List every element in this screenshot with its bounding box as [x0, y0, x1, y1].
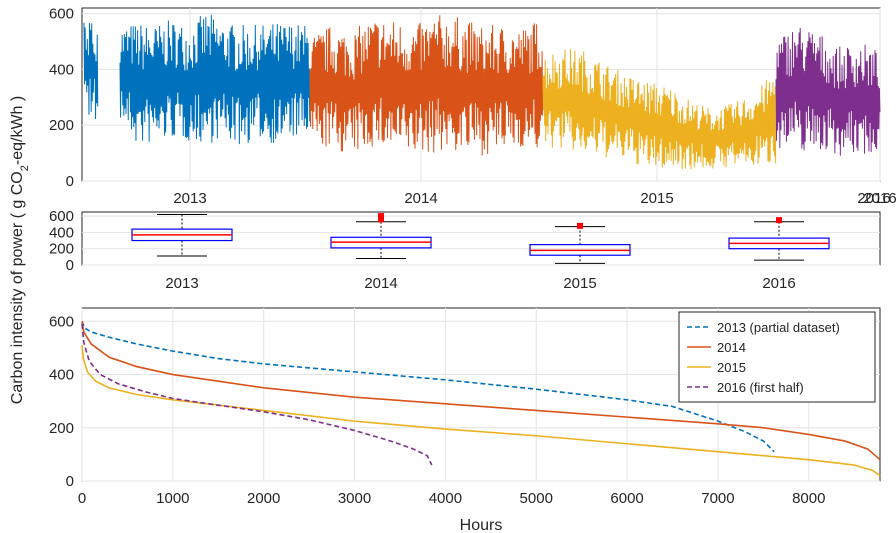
timeseries-ytick-label: 400: [49, 61, 74, 78]
timeseries-xtick-label: 2014: [404, 190, 437, 207]
timeseries-xtick-label: 2015: [640, 190, 673, 207]
duration-line-2016: [81, 323, 433, 466]
y-axis-label-subscript: 2: [19, 165, 31, 171]
boxplot-ytick-label: 600: [49, 208, 74, 225]
duration-ytick-label: 0: [66, 473, 74, 490]
boxplot-ytick-label: 0: [66, 257, 74, 274]
duration-line-2014: [81, 321, 881, 461]
timeseries-xtick-label: 2016: [857, 190, 890, 207]
timeseries-ytick-label: 600: [49, 6, 74, 23]
timeseries-xtick-label: 2013: [173, 190, 206, 207]
duration-xtick-label: 4000: [429, 490, 462, 507]
timeseries-line-2013: [119, 14, 311, 145]
timeseries-line-start: [83, 22, 99, 119]
duration-xtick-label: 7000: [701, 490, 734, 507]
duration-xtick-label: 1000: [156, 490, 189, 507]
timeseries-line-2016: [775, 28, 881, 156]
duration-xtick-label: 2000: [247, 490, 280, 507]
timeseries-line-2015: [542, 49, 777, 170]
duration-ytick-label: 600: [49, 313, 74, 330]
boxplot-ytick-label: 200: [49, 241, 74, 258]
timeseries-ytick-label: 0: [66, 173, 74, 190]
duration-xtick-label: 5000: [520, 490, 553, 507]
legend-label: 2014: [717, 340, 746, 355]
boxplot-xtick-label: 2014: [364, 275, 397, 292]
duration-ytick-label: 400: [49, 367, 74, 384]
duration-legend: 2013 (partial dataset) 2014 2015 2016 (firs…: [678, 311, 876, 403]
timeseries-series: [83, 14, 881, 170]
boxplot-boxes: [131, 213, 830, 264]
timeseries-ytick-label: 200: [49, 117, 74, 134]
duration-xtick-label: 0: [78, 490, 86, 507]
duration-xtick-label: 3000: [338, 490, 371, 507]
duration-xtick-label: 8000: [792, 490, 825, 507]
duration-xtick-label: 6000: [610, 490, 643, 507]
timeseries-xtick-label: 2016: [863, 190, 896, 207]
x-axis-label: Hours: [460, 517, 503, 533]
legend-box: [678, 311, 876, 403]
boxplot-xtick-label: 2013: [165, 275, 198, 292]
duration-ytick-label: 200: [49, 420, 74, 437]
legend-label: 2013 (partial dataset): [717, 320, 840, 335]
boxplot-ytick-label: 400: [49, 224, 74, 241]
duration-line-2015: [81, 345, 881, 477]
box-outlier: [776, 217, 782, 224]
boxplot-xtick-label: 2016: [762, 275, 795, 292]
box-outlier: [577, 222, 583, 229]
box-outlier: [378, 213, 384, 220]
boxplot-xtick-label: 2015: [563, 275, 596, 292]
duration-series: [81, 321, 881, 477]
legend-label: 2015: [717, 360, 746, 375]
legend-label: 2016 (first half): [717, 380, 804, 395]
timeseries-line-2014: [309, 15, 544, 156]
y-axis-label: Carbon intensity of power ( g CO2-eq/kWh…: [9, 96, 31, 404]
